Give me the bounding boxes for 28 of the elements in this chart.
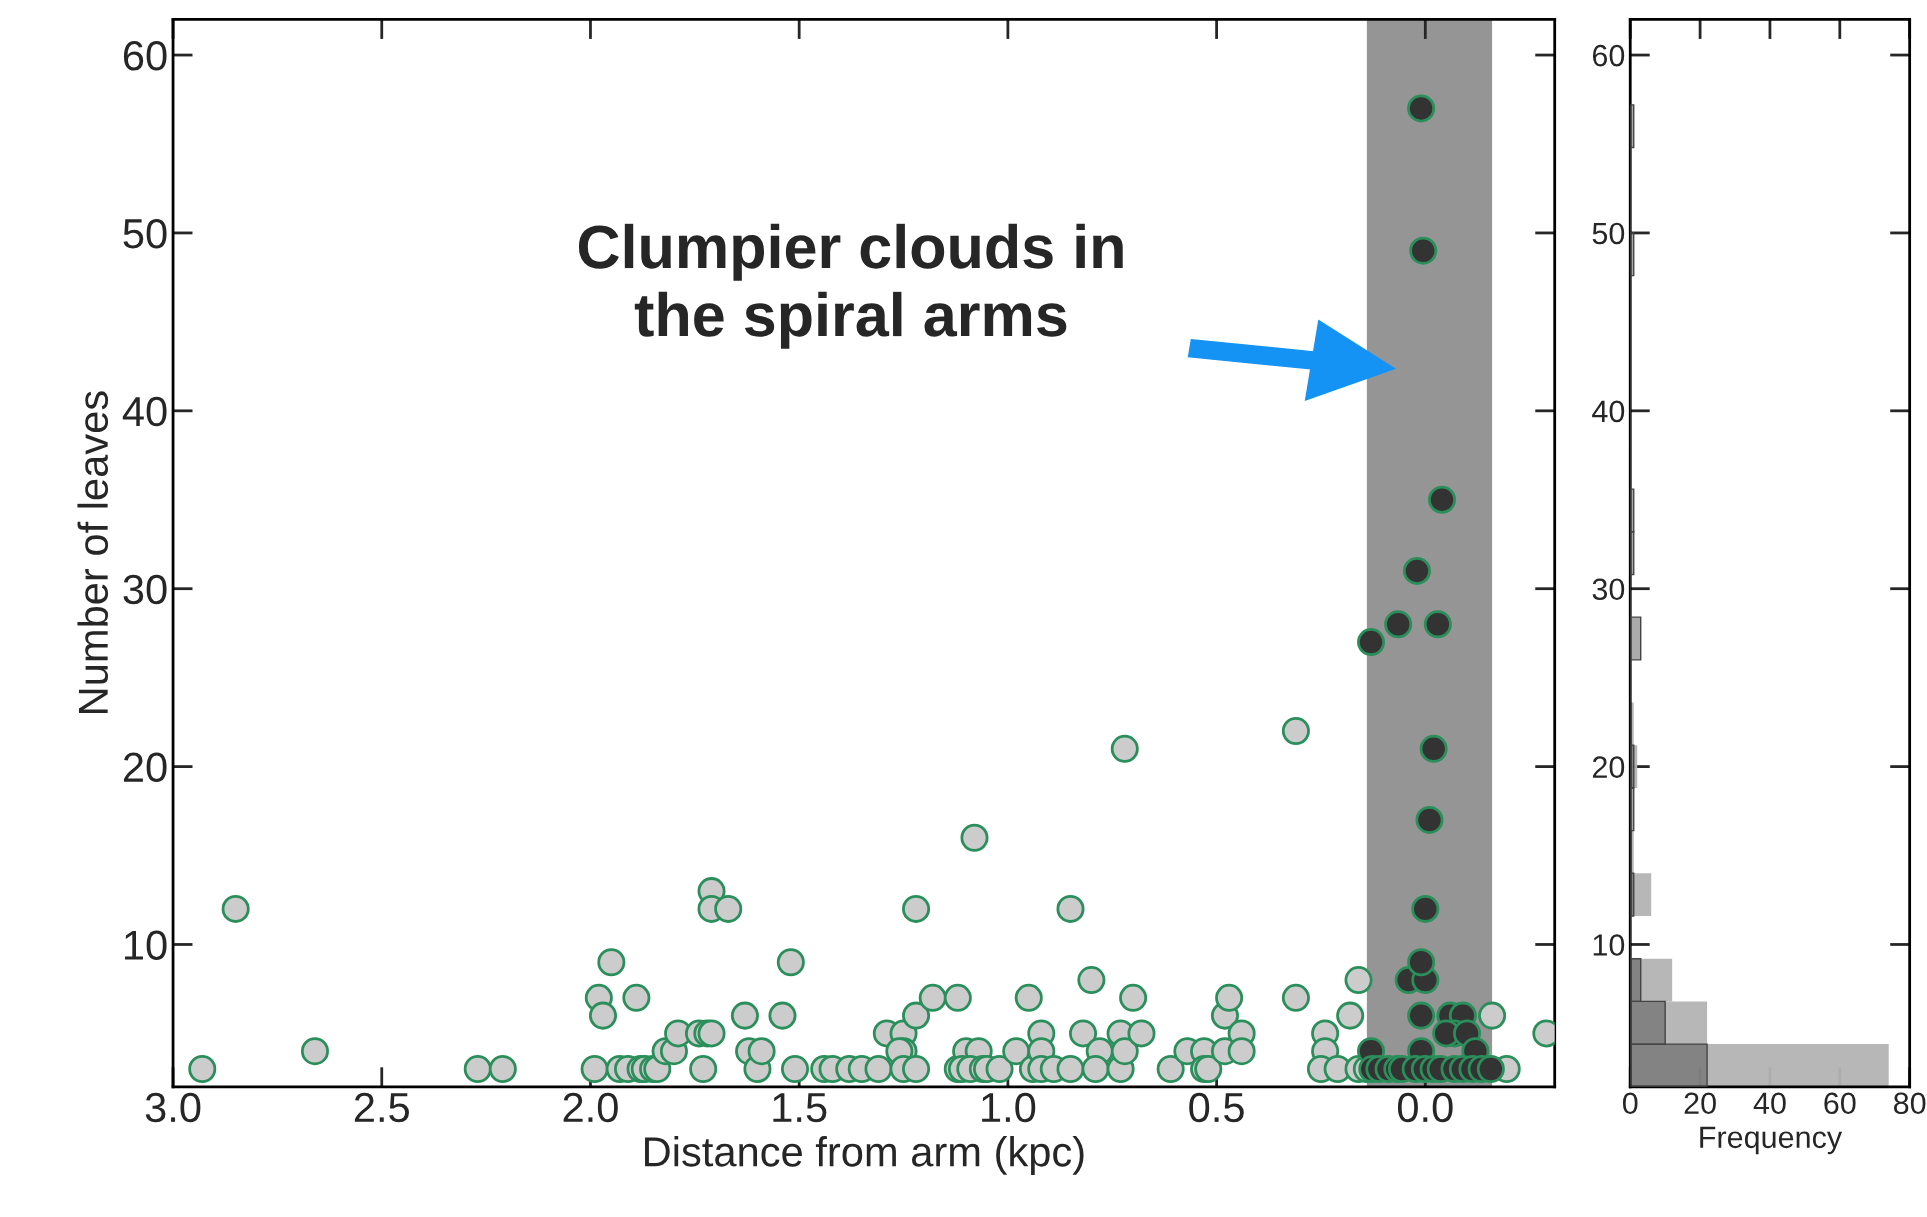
x-tick-label: 1.0 [982,1092,1036,1123]
y-tick-label: 20 [123,752,167,783]
x-tick-label: 20 [1684,1092,1716,1115]
y-tick-label: 50 [1592,222,1625,245]
x-axis-title: Frequency [1700,1126,1843,1155]
x-tick-label: 2.0 [563,1092,618,1123]
x-tick-label: 0.0 [1397,1092,1453,1123]
y-tick-label: 30 [1592,578,1625,601]
y-tick-label: 40 [1592,400,1625,423]
y-tick-label: 60 [123,41,167,71]
y-tick-label: 40 [122,396,167,427]
y-tick-label: 20 [1592,756,1625,778]
x-tick-label: 80 [1893,1092,1926,1115]
x-tick-label: 0.5 [1189,1092,1244,1123]
annotation: Clumpier clouds in the spiral arms [578,223,1123,349]
x-tick-label: 2.5 [354,1092,409,1123]
y-tick-label: 10 [125,930,167,960]
y-tick-label: 10 [1593,934,1625,956]
x-tick-label: 3.0 [145,1092,201,1123]
y-tick-label: 60 [1592,44,1625,67]
x-tick-label: 40 [1753,1092,1786,1115]
y-tick-label: 30 [123,574,167,605]
x-tick-label: 60 [1824,1092,1856,1115]
y-axis-title: Number of leaves [77,391,109,713]
x-tick-label: 1.5 [773,1093,827,1123]
x-axis-title: Distance from arm (kpc) [645,1136,1084,1175]
y-tick-label: 50 [123,218,167,249]
x-tick-label: 0 [1622,1092,1638,1115]
